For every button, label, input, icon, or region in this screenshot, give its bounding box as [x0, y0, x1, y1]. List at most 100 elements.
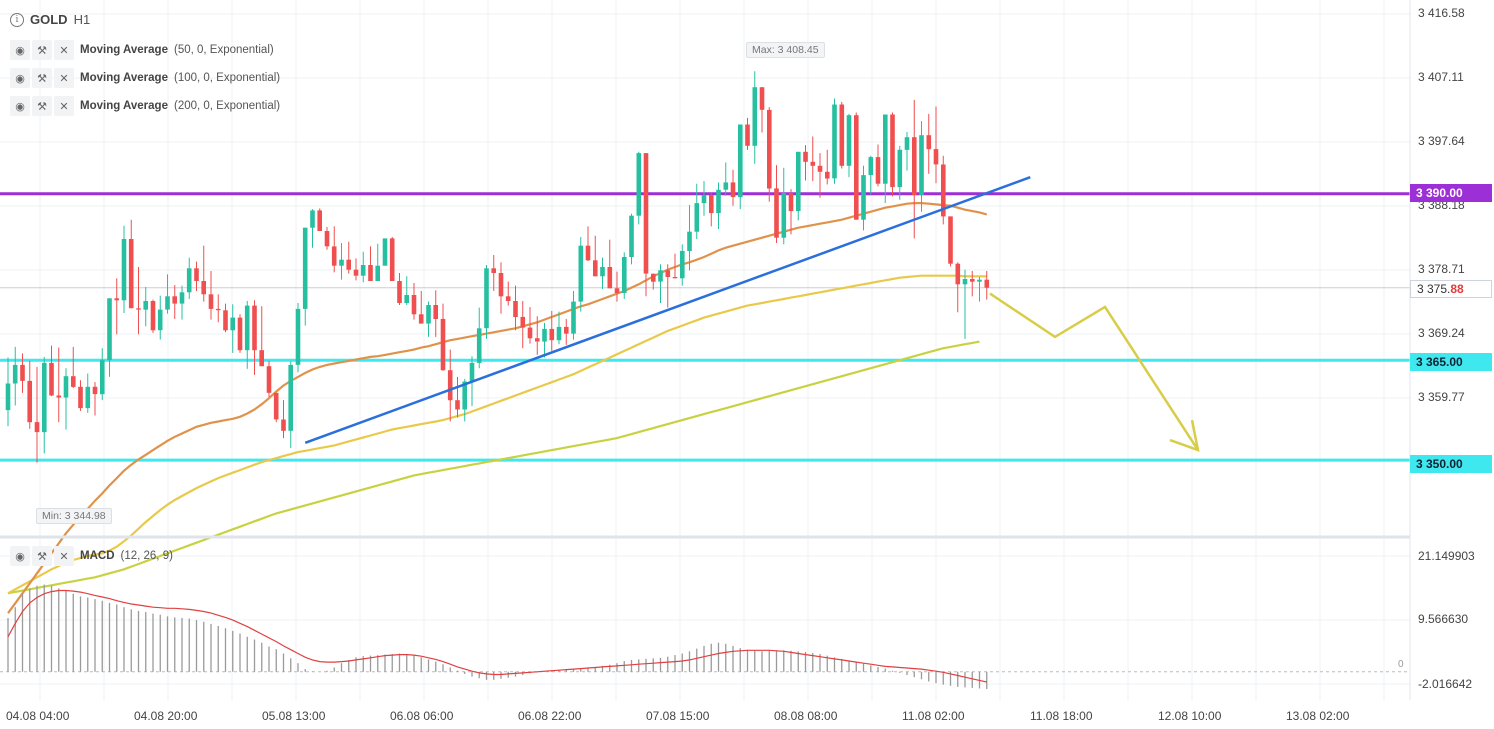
candle-body	[622, 257, 627, 293]
timeframe-label[interactable]: H1	[73, 12, 91, 27]
candle-body	[825, 171, 830, 179]
close-icon[interactable]: ✕	[54, 40, 74, 60]
time-tick: 11.08 18:00	[1030, 709, 1093, 723]
candle-body	[179, 292, 185, 304]
candle-body	[658, 270, 663, 282]
eye-icon[interactable]: ◉	[10, 68, 30, 88]
macd-pane	[0, 584, 1410, 690]
wrench-icon[interactable]: ⚒	[32, 68, 52, 88]
candle-body	[513, 301, 518, 317]
candle-body	[941, 164, 946, 217]
support-price-label: 3 365.00	[1410, 353, 1492, 371]
candle-body	[389, 238, 395, 281]
candle-body	[585, 245, 591, 261]
candle-body	[788, 193, 794, 212]
wrench-icon[interactable]: ⚒	[32, 40, 52, 60]
indicator-params: (50, 0, Exponential)	[173, 44, 274, 56]
candle-body	[447, 370, 453, 401]
candle-body	[578, 245, 584, 302]
candle-body	[607, 267, 613, 289]
current-price-label: 3 375. 88	[1410, 280, 1492, 298]
candle-body	[781, 193, 787, 238]
ema50-line	[7, 202, 988, 614]
eye-icon[interactable]: ◉	[10, 40, 30, 60]
candle-body	[904, 137, 910, 150]
candle-body	[324, 231, 330, 247]
candle-body	[556, 326, 562, 341]
macd-zero-label: 0	[1398, 659, 1404, 670]
candle-body	[738, 124, 743, 198]
candle-body	[244, 305, 250, 351]
candle-body	[970, 279, 975, 282]
candle-body	[817, 165, 823, 172]
close-icon[interactable]: ✕	[54, 96, 74, 116]
candle-body	[143, 301, 148, 310]
candle-body	[636, 153, 642, 216]
candle-body	[186, 268, 192, 293]
candle-body	[491, 268, 496, 273]
candle-body	[71, 376, 76, 387]
close-icon[interactable]: ✕	[54, 68, 74, 88]
candle-body	[128, 239, 134, 309]
candle-body	[165, 296, 170, 310]
candle-body	[832, 104, 837, 179]
candle-body	[288, 364, 293, 431]
candle-body	[375, 265, 380, 281]
candle-body	[571, 301, 576, 334]
eye-icon[interactable]: ◉	[10, 546, 30, 566]
candle-body	[614, 288, 620, 293]
candle-body	[680, 251, 685, 279]
wrench-icon[interactable]: ⚒	[32, 546, 52, 566]
indicator-name: MACD	[80, 550, 115, 562]
candle-body	[767, 109, 772, 189]
candle-body	[549, 328, 555, 341]
time-tick: 04.08 20:00	[134, 709, 198, 723]
candle-body	[100, 360, 105, 395]
candle-body	[215, 308, 221, 311]
candle-body	[600, 267, 605, 277]
price-tick: 3 369.24	[1418, 326, 1465, 340]
candle-body	[629, 215, 634, 257]
candle-body	[977, 279, 982, 282]
candle-body	[85, 386, 91, 409]
price-tick: 3 407.11	[1418, 70, 1464, 84]
candle-body	[643, 153, 649, 274]
candle-body	[208, 294, 214, 309]
candle-body	[883, 114, 888, 184]
eye-icon[interactable]: ◉	[10, 96, 30, 116]
candle-body	[593, 260, 598, 277]
trendline	[304, 176, 1031, 444]
candle-body	[346, 259, 351, 270]
candle-body	[730, 182, 736, 197]
price-pane	[0, 71, 1410, 614]
candle-body	[114, 298, 120, 301]
candle-body	[223, 310, 228, 331]
candle-body	[665, 270, 671, 277]
candle-body	[302, 227, 308, 309]
candle-body	[984, 279, 990, 288]
candle-body	[520, 316, 526, 328]
candle-body	[49, 362, 54, 396]
candle-body	[875, 157, 881, 184]
candle-body	[121, 239, 127, 301]
current-price-main: 3 375.	[1417, 282, 1451, 296]
candle-body	[687, 231, 692, 251]
candle-body	[295, 308, 301, 365]
candle-body	[78, 386, 83, 409]
candle-body	[266, 366, 272, 393]
time-tick: 06.08 22:00	[518, 709, 582, 723]
time-tick: 05.08 13:00	[262, 709, 326, 723]
info-icon[interactable]: i	[10, 12, 24, 27]
indicator-row-macd: ◉ ⚒ ✕ MACD (12, 26, 9)	[10, 546, 173, 566]
candle-body	[397, 281, 402, 303]
candle-body	[12, 364, 18, 384]
candle-body	[404, 295, 409, 303]
candle-body	[310, 210, 315, 228]
ema100-line	[7, 274, 987, 595]
close-icon[interactable]: ✕	[54, 546, 74, 566]
candle-body	[201, 281, 206, 295]
candle-body	[433, 305, 438, 319]
candle-body	[411, 295, 417, 315]
wrench-icon[interactable]: ⚒	[32, 96, 52, 116]
